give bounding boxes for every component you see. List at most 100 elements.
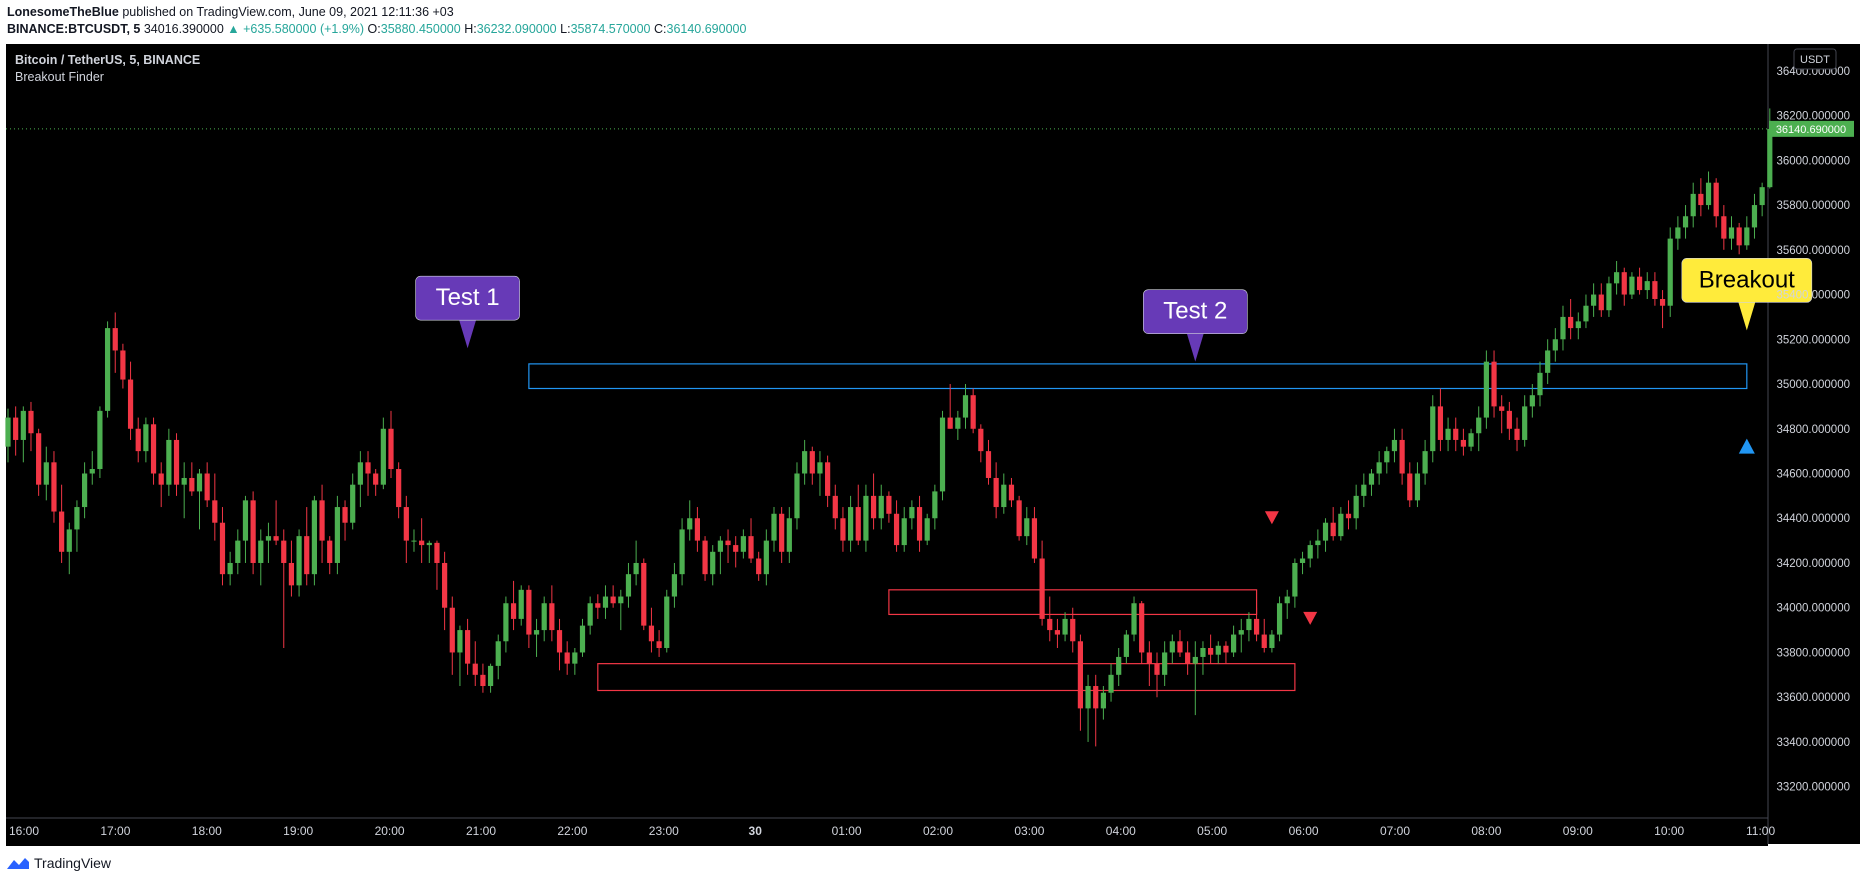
candle-body <box>1560 316 1566 340</box>
candle-body <box>158 473 164 485</box>
candle-body <box>1208 647 1214 655</box>
breakout-up-arrow-icon <box>1738 438 1755 454</box>
candle-body <box>258 540 264 563</box>
candle-body <box>1307 545 1313 559</box>
candle-body <box>733 545 739 552</box>
x-tick-label: 05:00 <box>1197 824 1227 838</box>
candle-body <box>1261 634 1267 648</box>
tradingview-footer[interactable]: TradingView <box>6 855 111 871</box>
y-tick-label: 34000.000000 <box>1776 603 1850 615</box>
candle-body <box>602 596 609 608</box>
candle-body <box>579 625 586 653</box>
candle-body <box>1736 227 1742 246</box>
candle-body <box>20 410 26 440</box>
candle-body <box>694 518 700 541</box>
x-tick-label: 09:00 <box>1563 824 1593 838</box>
candle-body <box>487 665 494 687</box>
candle-body <box>763 540 769 575</box>
candle-body <box>1537 372 1543 396</box>
candle-body <box>1407 473 1413 501</box>
candle-body <box>350 484 356 523</box>
candle-body <box>595 603 601 608</box>
candle-body <box>273 536 279 541</box>
candle-body <box>1514 428 1520 440</box>
candle-body <box>518 589 524 619</box>
x-tick-label: 10:00 <box>1654 824 1684 838</box>
candle-body <box>1399 439 1405 474</box>
author-name[interactable]: LonesomeTheBlue <box>7 5 119 19</box>
indicator-name[interactable]: Breakout Finder <box>15 70 104 84</box>
candle-body <box>1698 193 1704 206</box>
candle-body <box>1330 522 1336 537</box>
candle-body <box>1093 686 1099 709</box>
candle-body <box>1085 686 1091 709</box>
candle-body <box>51 462 57 512</box>
candle-body <box>970 395 976 429</box>
candle-body <box>1361 484 1367 496</box>
candle-body <box>403 507 409 541</box>
candle-body <box>1728 227 1735 239</box>
candle-body <box>1123 634 1129 657</box>
candle-body <box>893 513 900 546</box>
candle-body <box>832 495 838 519</box>
candle-body <box>342 507 348 523</box>
time-axis[interactable] <box>6 818 1768 844</box>
candle-body <box>5 417 11 447</box>
candle-body <box>1483 361 1489 418</box>
candle-body <box>916 507 923 541</box>
candle-body <box>572 652 578 664</box>
candle-body <box>564 652 570 664</box>
candle-body <box>939 417 946 492</box>
candle-body <box>809 451 815 474</box>
x-tick-label: 07:00 <box>1380 824 1410 838</box>
candle-body <box>127 379 134 429</box>
candle-body <box>1070 618 1076 642</box>
candle-body <box>181 477 187 485</box>
candle-body <box>1315 540 1321 546</box>
candle-body <box>1652 281 1658 300</box>
candle-body <box>993 477 999 508</box>
candle-body <box>825 462 831 496</box>
candle-body <box>1299 558 1306 563</box>
close-label: C: <box>654 22 667 36</box>
candle-body <box>1100 692 1106 709</box>
candle-body <box>472 663 478 675</box>
currency-box[interactable] <box>1793 48 1837 70</box>
candle-body <box>671 574 678 597</box>
candle-body <box>955 417 961 429</box>
candle-body <box>334 507 340 563</box>
candle-body <box>457 630 463 653</box>
candle-body <box>1545 350 1551 373</box>
callout-text: Test 2 <box>1163 298 1227 325</box>
open-label: O: <box>367 22 381 36</box>
candle-body <box>28 410 34 434</box>
candle-body <box>66 529 72 552</box>
price-axis[interactable] <box>1768 44 1860 844</box>
candle-body <box>97 410 103 470</box>
currency-label: USDT <box>1800 54 1830 66</box>
candle-body <box>1200 647 1206 657</box>
candle-body <box>840 518 846 541</box>
candle-body <box>878 495 884 519</box>
candle-body <box>212 500 218 523</box>
candle-body <box>1001 484 1007 508</box>
y-tick-label: 35400.000000 <box>1776 290 1850 302</box>
candle-body <box>1368 473 1375 485</box>
chart-background <box>6 44 1768 844</box>
candle-body <box>740 536 746 552</box>
candle-body <box>1751 205 1758 228</box>
x-tick-label: 03:00 <box>1014 824 1044 838</box>
y-tick-label: 33600.000000 <box>1776 692 1850 704</box>
candle-body <box>1047 618 1053 631</box>
chart-title: Bitcoin / TetherUS, 5, BINANCE <box>15 53 200 67</box>
callout-test-2: Test 2 <box>1143 289 1248 362</box>
candle-body <box>1476 417 1482 434</box>
x-tick-label: 23:00 <box>649 824 679 838</box>
candle-body <box>1338 513 1344 537</box>
candle-body <box>1591 294 1597 306</box>
candle-body <box>1644 281 1650 291</box>
candle-body <box>1169 641 1175 653</box>
candle-body <box>779 513 785 552</box>
candle-body <box>1139 603 1145 653</box>
